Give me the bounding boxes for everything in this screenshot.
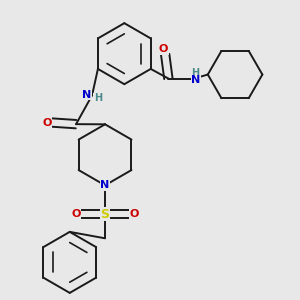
Text: H: H — [192, 68, 200, 78]
Text: O: O — [159, 44, 168, 54]
Text: N: N — [191, 75, 200, 85]
Text: H: H — [94, 94, 102, 103]
Text: N: N — [100, 180, 110, 190]
Text: O: O — [71, 209, 80, 219]
Text: N: N — [82, 90, 91, 100]
Text: S: S — [100, 208, 109, 221]
Text: O: O — [130, 209, 139, 219]
Text: O: O — [42, 118, 52, 128]
